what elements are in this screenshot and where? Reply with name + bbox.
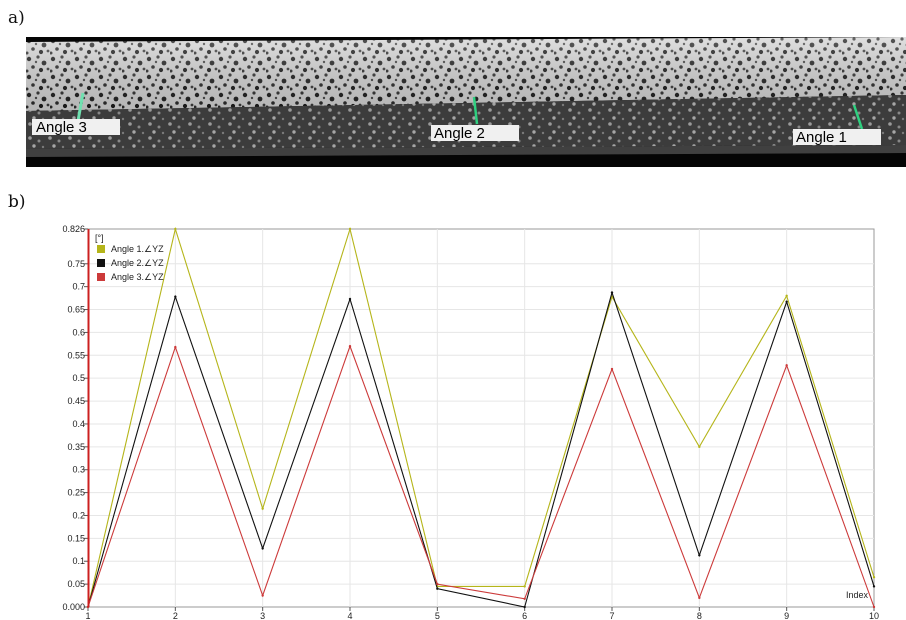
angle3-text: Angle 3 [36,119,87,136]
x-axis-label: Index [846,590,869,600]
angle1-text: Angle 1 [796,129,847,146]
panel-b-label: b) [8,192,26,212]
data-point [436,582,439,586]
data-point [523,597,526,600]
angle2-text: Angle 2 [434,125,485,142]
x-tick-label: 7 [609,611,614,620]
x-tick-label: 5 [435,611,440,620]
data-point [872,576,876,579]
y-tick-label: 0.75 [67,259,85,269]
series-line-2 [87,290,875,608]
legend: Angle 1.∠YZ Angle 2.∠YZ Angle 3.∠YZ [97,244,164,282]
y-axis-ticks: 0.000 0.05 0.1 0.15 0.2 0.25 0.3 0.35 0.4 0.45 0.5… [62,224,88,612]
specimen-photo: Angle 3 Angle 2 Angle 1 [26,37,906,167]
x-tick-label: 3 [260,611,265,620]
angle3-callout: Angle 3 [32,119,120,136]
data-point [348,227,352,231]
data-point [436,587,439,590]
y-tick-label: 0.826 [62,224,85,234]
data-point [348,344,352,348]
angle1-marker [852,104,864,130]
legend-swatch-1 [97,245,105,253]
data-point [174,345,177,349]
y-tick-label: 0.2 [72,510,85,520]
y-tick-label: 0.65 [67,305,85,315]
data-point [698,445,701,449]
data-point [261,507,264,510]
series-line-3 [87,344,875,608]
angle2-callout: Angle 2 [431,125,519,142]
series-line-1 [87,226,875,608]
data-point [261,547,264,550]
y-tick-label: 0.25 [67,488,85,498]
data-point [523,605,526,609]
panel-a-label: a) [8,8,25,28]
legend-label-3: Angle 3.∠YZ [111,272,164,282]
specimen-side-face [26,95,906,149]
y-tick-label: 0.6 [72,327,85,337]
data-point [698,596,701,600]
data-point [174,295,177,298]
series-lines [86,226,876,609]
y-tick-label: 0.55 [67,350,85,360]
x-tick-label: 9 [784,611,789,620]
legend-swatch-3 [97,273,105,281]
x-tick-label: 2 [173,611,178,620]
y-tick-label: 0.7 [72,282,85,292]
x-axis-ticks: 1 2 3 4 5 6 7 8 9 10 [85,607,879,620]
angle2-marker [472,96,479,125]
x-tick-label: 10 [869,611,879,620]
unit-label: [°] [95,233,104,243]
y-tick-label: 0.1 [72,556,85,566]
y-tick-label: 0.05 [67,579,85,589]
y-tick-label: 0.000 [62,602,85,612]
legend-label-1: Angle 1.∠YZ [111,244,164,254]
legend-label-2: Angle 2.∠YZ [111,258,164,268]
data-point [698,554,701,557]
data-point [872,605,876,609]
data-point [348,297,352,301]
data-point [610,367,614,371]
data-point [610,291,614,294]
x-tick-label: 6 [522,611,527,620]
y-tick-label: 0.3 [72,465,85,475]
data-point [523,585,526,588]
angle1-callout: Angle 1 [793,129,881,146]
data-point [872,585,876,588]
y-tick-label: 0.15 [67,533,85,543]
data-point [174,227,177,231]
y-tick-label: 0.35 [67,442,85,452]
x-tick-label: 1 [85,611,90,620]
y-tick-label: 0.45 [67,396,85,406]
y-tick-label: 0.5 [72,373,85,383]
y-tick-label: 0.4 [72,419,85,429]
angle-line-chart: 0.000 0.05 0.1 0.15 0.2 0.25 0.3 0.35 0.4 0.45 0.5… [62,224,879,620]
x-tick-label: 8 [697,611,702,620]
angle3-marker [76,92,85,122]
data-point [261,594,264,597]
legend-swatch-2 [97,259,105,267]
x-tick-label: 4 [347,611,352,620]
data-point [785,294,788,298]
data-point [785,300,788,303]
data-point [785,364,788,367]
plot-area [87,228,875,608]
